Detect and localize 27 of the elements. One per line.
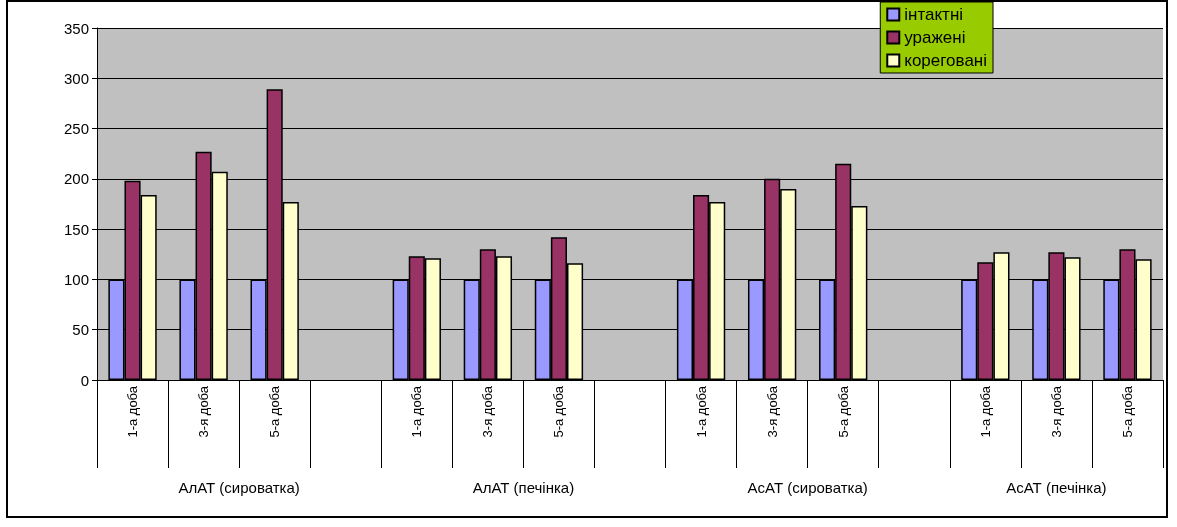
text: АлАТ (сироватка): [178, 478, 300, 496]
y-tick-label: 200: [63, 170, 89, 188]
y-tick-label: 0: [80, 371, 89, 389]
x-tick-label: 3-я доба: [196, 385, 212, 438]
x-tick-label: 1-а доба: [125, 385, 141, 438]
x-tick-label: 5-а доба: [551, 385, 567, 438]
legend-label: інтактні: [904, 5, 964, 24]
text: АсАТ (сироватка): [747, 478, 868, 496]
legend-label: кореговані: [904, 51, 987, 70]
x-tick-label: 1-а доба: [409, 385, 425, 438]
x-tick-label: 1-а доба: [693, 385, 709, 438]
x-tick-label: 5-а доба: [835, 385, 851, 438]
x-tick-label: 1-а доба: [977, 385, 993, 438]
x-tick-label: 3-я доба: [764, 385, 780, 438]
y-tick-label: 300: [63, 69, 89, 87]
text: АсАТ (печінка): [1006, 478, 1107, 496]
text: АлАТ (печінка): [472, 478, 575, 496]
y-tick-label: 250: [63, 120, 89, 138]
legend-label: уражені: [904, 28, 966, 47]
x-tick-label: 3-я доба: [1048, 385, 1064, 438]
y-tick-label: 150: [63, 220, 89, 238]
x-tick-label: 3-я доба: [480, 385, 496, 438]
y-tick-label: 350: [63, 19, 89, 37]
x-tick-label: 5-а доба: [1119, 385, 1135, 438]
y-tick-label: 50: [72, 321, 89, 339]
x-tick-label: 5-а доба: [267, 385, 283, 438]
y-tick-label: 100: [63, 270, 89, 288]
